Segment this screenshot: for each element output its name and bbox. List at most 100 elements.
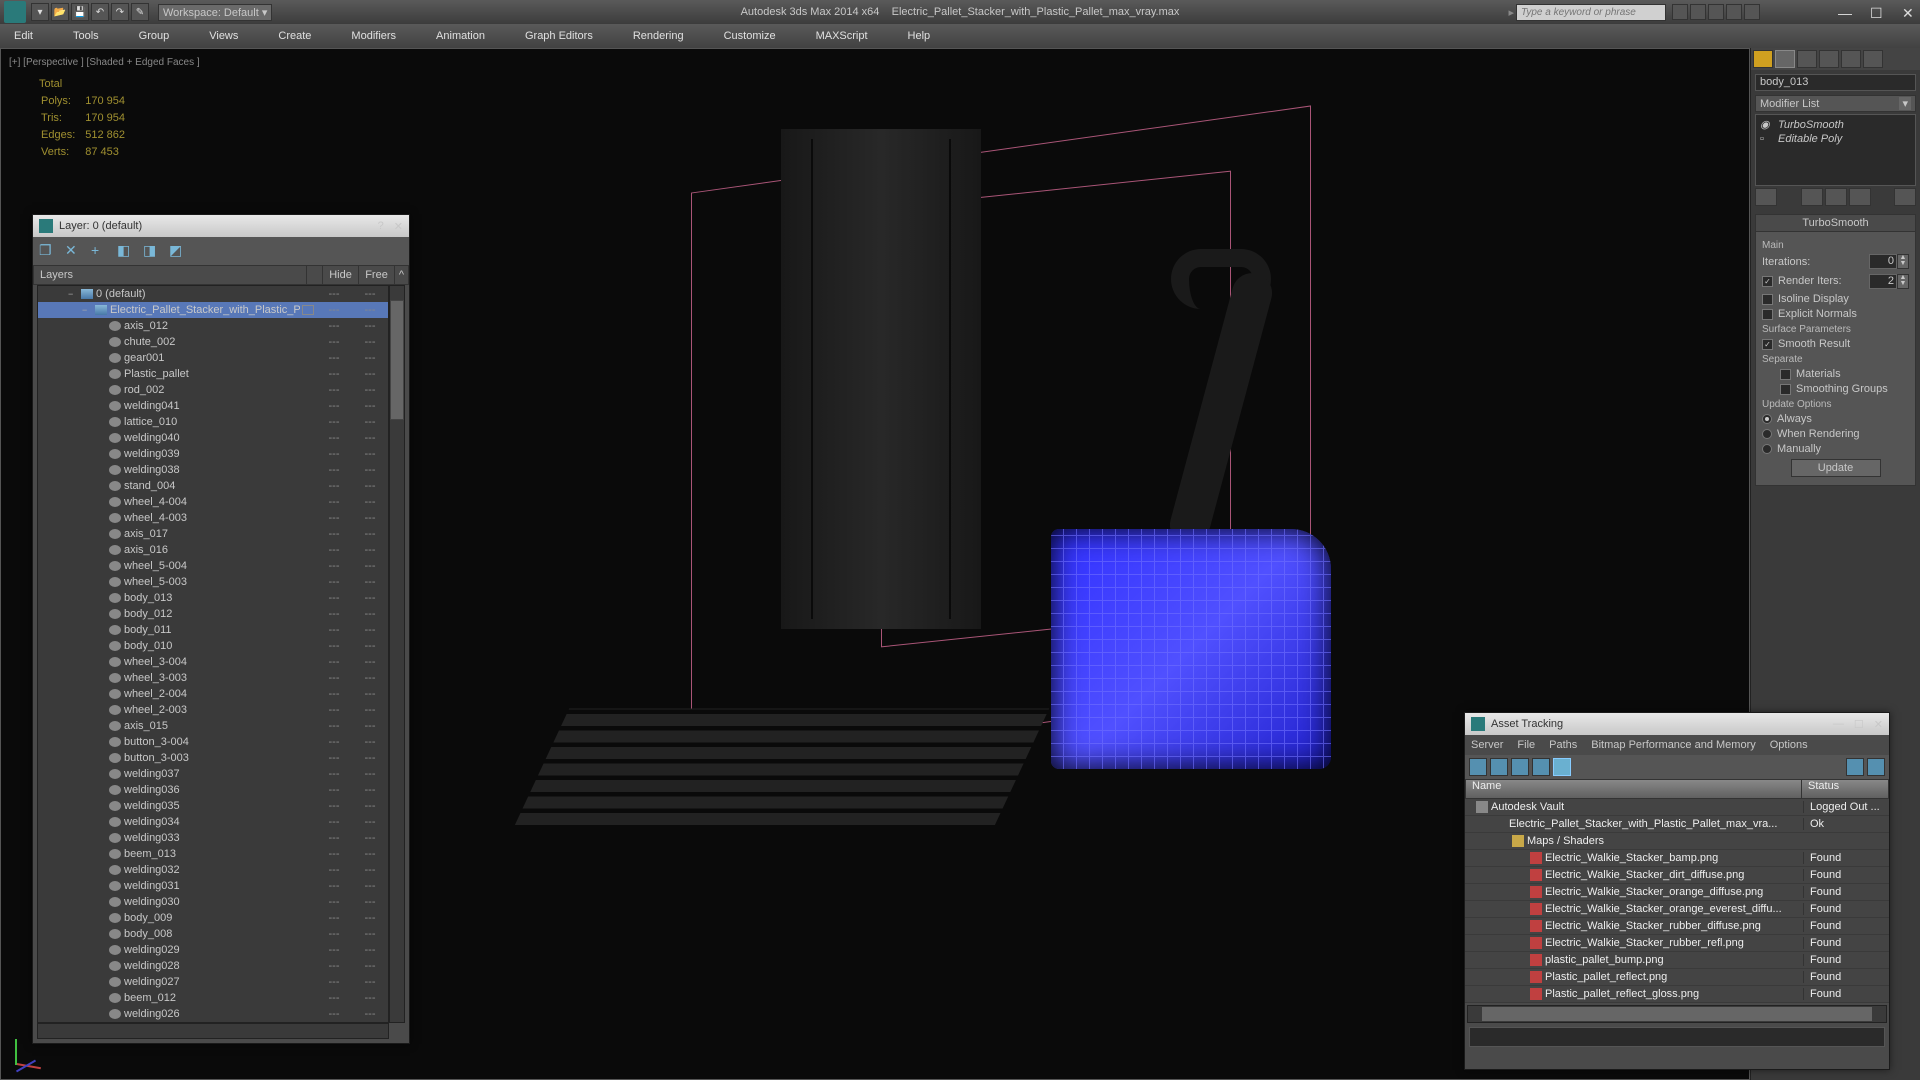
layer-item[interactable]: welding041------: [38, 398, 388, 414]
layer-item[interactable]: axis_016------: [38, 542, 388, 558]
asset-row[interactable]: Autodesk VaultLogged Out ...: [1465, 799, 1889, 816]
asset-refresh-button[interactable]: [1469, 758, 1487, 776]
comm-center-icon[interactable]: [1690, 4, 1706, 20]
asset-close-button[interactable]: ✕: [1874, 718, 1883, 731]
layer-item[interactable]: wheel_3-004------: [38, 654, 388, 670]
layer-item[interactable]: body_013------: [38, 590, 388, 606]
viewport-label[interactable]: [+] [Perspective ] [Shaded + Edged Faces…: [9, 57, 200, 68]
delete-layer-button[interactable]: ✕: [65, 242, 83, 260]
asset-list-button[interactable]: [1532, 758, 1550, 776]
freeze-column-header[interactable]: Free: [358, 266, 394, 284]
modifier-stack[interactable]: ◉TurboSmooth▫Editable Poly: [1755, 114, 1916, 186]
asset-opt1-button[interactable]: [1846, 758, 1864, 776]
layer-item[interactable]: wheel_2-003------: [38, 702, 388, 718]
favorites2-icon[interactable]: [1726, 4, 1742, 20]
layer-item[interactable]: −Electric_Pallet_Stacker_with_Plastic_Pa…: [38, 302, 388, 318]
minimize-button[interactable]: —: [1838, 5, 1852, 19]
utilities-tab[interactable]: [1863, 50, 1883, 68]
asset-opt2-button[interactable]: [1867, 758, 1885, 776]
maximize-button[interactable]: ☐: [1870, 5, 1884, 19]
asset-row[interactable]: Electric_Walkie_Stacker_dirt_diffuse.png…: [1465, 867, 1889, 884]
menu-customize[interactable]: Customize: [718, 28, 782, 44]
layer-item[interactable]: welding040------: [38, 430, 388, 446]
new-layer-button[interactable]: ❐: [39, 242, 57, 260]
asset-table-button[interactable]: [1553, 758, 1571, 776]
layer-item[interactable]: button_3-003------: [38, 750, 388, 766]
menu-modifiers[interactable]: Modifiers: [345, 28, 402, 44]
select-layer-button[interactable]: ◧: [117, 242, 135, 260]
layer-item[interactable]: welding038------: [38, 462, 388, 478]
menu-group[interactable]: Group: [133, 28, 176, 44]
asset-minimize-button[interactable]: —: [1833, 718, 1844, 731]
menu-help[interactable]: Help: [902, 28, 937, 44]
redo-button[interactable]: ↷: [111, 3, 129, 21]
open-button[interactable]: 📂: [51, 3, 69, 21]
menu-graph editors[interactable]: Graph Editors: [519, 28, 599, 44]
render-iters-spinner[interactable]: 2▲▼: [1869, 274, 1909, 289]
layer-item[interactable]: wheel_4-004------: [38, 494, 388, 510]
asset-row[interactable]: Electric_Walkie_Stacker_bamp.pngFound: [1465, 850, 1889, 867]
layer-item[interactable]: welding028------: [38, 958, 388, 974]
asset-row[interactable]: Maps / Shaders: [1465, 833, 1889, 850]
motion-tab[interactable]: [1819, 50, 1839, 68]
highlight-layer-button[interactable]: ◨: [143, 242, 161, 260]
hide-layer-button[interactable]: ◩: [169, 242, 187, 260]
asset-menu-bitmap-performance-and-memory[interactable]: Bitmap Performance and Memory: [1591, 739, 1755, 751]
make-unique-button[interactable]: [1825, 188, 1847, 206]
asset-row[interactable]: Electric_Walkie_Stacker_rubber_refl.pngF…: [1465, 935, 1889, 952]
asset-name-header[interactable]: Name: [1466, 780, 1802, 798]
menu-rendering[interactable]: Rendering: [627, 28, 690, 44]
undo-button[interactable]: ↶: [91, 3, 109, 21]
configure-sets-button[interactable]: [1894, 188, 1916, 206]
always-radio[interactable]: Always: [1762, 413, 1909, 425]
layer-close-button[interactable]: ✕: [394, 220, 403, 233]
layer-tree[interactable]: −0 (default)------−Electric_Pallet_Stack…: [37, 285, 389, 1023]
display-tab[interactable]: [1841, 50, 1861, 68]
layers-column-header[interactable]: Layers: [34, 269, 306, 281]
layer-scroll-h[interactable]: [37, 1023, 389, 1039]
save-button[interactable]: 💾: [71, 3, 89, 21]
layer-item[interactable]: welding030------: [38, 894, 388, 910]
isoline-check[interactable]: Isoline Display: [1762, 293, 1909, 305]
layer-item[interactable]: wheel_5-003------: [38, 574, 388, 590]
show-end-result-button[interactable]: [1801, 188, 1823, 206]
modifier-list[interactable]: Modifier List▾: [1755, 95, 1916, 112]
app-icon[interactable]: [4, 1, 26, 23]
search-input[interactable]: [1516, 4, 1666, 21]
layer-item[interactable]: welding039------: [38, 446, 388, 462]
layer-item[interactable]: welding029------: [38, 942, 388, 958]
layer-help-button[interactable]: ?: [378, 220, 384, 233]
layer-item[interactable]: welding035------: [38, 798, 388, 814]
modifier-turbosmooth[interactable]: ◉TurboSmooth: [1758, 117, 1913, 132]
asset-menu-server[interactable]: Server: [1471, 739, 1503, 751]
layer-item[interactable]: body_009------: [38, 910, 388, 926]
asset-tree-button[interactable]: [1511, 758, 1529, 776]
hide-column-header[interactable]: Hide: [322, 266, 358, 284]
layer-item[interactable]: body_011------: [38, 622, 388, 638]
layer-item[interactable]: welding032------: [38, 862, 388, 878]
asset-row[interactable]: Electric_Pallet_Stacker_with_Plastic_Pal…: [1465, 816, 1889, 833]
layer-item[interactable]: lattice_010------: [38, 414, 388, 430]
asset-window-title[interactable]: Asset Tracking —☐✕: [1465, 713, 1889, 735]
smoothing-groups-check[interactable]: Smoothing Groups: [1780, 383, 1909, 395]
pin-stack-button[interactable]: [1755, 188, 1777, 206]
layer-item[interactable]: welding036------: [38, 782, 388, 798]
asset-scroll-h[interactable]: [1467, 1005, 1887, 1023]
menu-tools[interactable]: Tools: [67, 28, 105, 44]
layer-item[interactable]: button_3-004------: [38, 734, 388, 750]
menu-views[interactable]: Views: [203, 28, 244, 44]
new-button[interactable]: ▾: [31, 3, 49, 21]
layer-item[interactable]: wheel_5-004------: [38, 558, 388, 574]
add-to-layer-button[interactable]: +: [91, 242, 109, 260]
remove-modifier-button[interactable]: [1849, 188, 1871, 206]
smooth-result-check[interactable]: ✓Smooth Result: [1762, 338, 1909, 350]
manually-radio[interactable]: Manually: [1762, 443, 1909, 455]
workspace-selector[interactable]: Workspace: Default ▾: [158, 4, 272, 21]
explicit-check[interactable]: Explicit Normals: [1762, 308, 1909, 320]
layer-item[interactable]: welding027------: [38, 974, 388, 990]
when-rendering-radio[interactable]: When Rendering: [1762, 428, 1909, 440]
help-icon[interactable]: [1744, 4, 1760, 20]
object-name-field[interactable]: body_013: [1755, 74, 1916, 91]
layer-item[interactable]: welding033------: [38, 830, 388, 846]
asset-maximize-button[interactable]: ☐: [1854, 718, 1864, 731]
